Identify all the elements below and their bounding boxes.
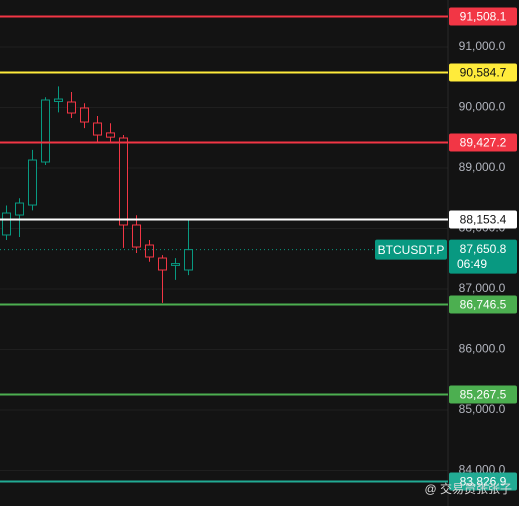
candle-body: [132, 224, 141, 248]
candle-body: [80, 107, 89, 123]
price-line-label-box: [449, 472, 517, 491]
candle-body: [67, 101, 76, 114]
countdown-label: 06:49: [457, 257, 487, 271]
price-line-label-box: [449, 63, 517, 82]
candle-body: [158, 257, 167, 271]
y-tick-label: 91,000.0: [459, 39, 506, 53]
candle-body: [93, 122, 102, 136]
y-tick-label: 87,000.0: [459, 281, 506, 295]
price-line-label: 91,508.1: [460, 10, 507, 24]
last-price-box: [449, 239, 517, 274]
watermark: @ 交易员张张子: [424, 481, 512, 496]
y-tick-label: 90,000.0: [459, 100, 506, 114]
price-line-label-box: [449, 7, 517, 26]
price-line-label: 89,427.2: [460, 136, 507, 150]
price-line-label-box: [449, 210, 517, 229]
candle-body: [54, 98, 63, 102]
y-tick-label: 85,000.0: [459, 402, 506, 416]
y-tick-label: 89,000.0: [459, 160, 506, 174]
candle-body: [184, 249, 193, 271]
price-line-label: 85,267.5: [460, 388, 507, 402]
candle-body: [171, 263, 180, 266]
price-line-label: 83,826.9: [460, 475, 507, 489]
y-tick-label: 86,000.0: [459, 342, 506, 356]
symbol-label: BTCUSDT.P: [378, 243, 445, 257]
candle-body: [28, 159, 37, 206]
price-line-label-box: [449, 385, 517, 404]
price-line-label-box: [449, 133, 517, 152]
candle-body: [119, 137, 128, 226]
last-price-label: 87,650.8: [460, 242, 507, 256]
candle-body: [145, 244, 154, 258]
price-line-label-box: [449, 295, 517, 314]
price-line-label: 88,153.4: [460, 213, 507, 227]
candle-body: [2, 212, 11, 236]
price-line-label: 90,584.7: [460, 66, 507, 80]
candle-body: [106, 132, 115, 138]
candle-body: [15, 202, 24, 216]
price-line-label: 86,746.5: [460, 298, 507, 312]
candle-body: [41, 99, 50, 163]
symbol-box: [375, 239, 447, 260]
